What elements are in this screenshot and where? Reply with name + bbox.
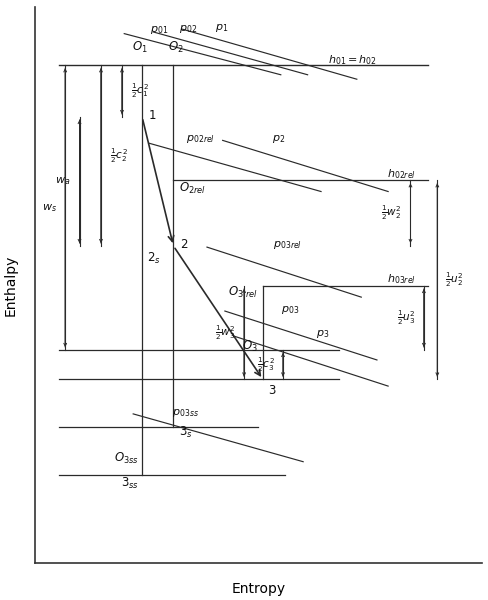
Text: $O_{3\ rel}$: $O_{3\ rel}$ xyxy=(227,285,257,300)
Text: 1: 1 xyxy=(148,109,156,122)
Text: $\frac{1}{2}c_2^2$: $\frac{1}{2}c_2^2$ xyxy=(110,146,128,165)
Text: Entropy: Entropy xyxy=(231,583,285,596)
Text: Enthalpy: Enthalpy xyxy=(3,254,17,316)
Text: $O_{3ss}$: $O_{3ss}$ xyxy=(113,451,138,466)
Text: $p_{02}$: $p_{02}$ xyxy=(178,23,197,35)
Text: $2_s$: $2_s$ xyxy=(146,251,160,266)
Text: $h_{03rel}$: $h_{03rel}$ xyxy=(386,272,415,286)
Text: $p_{03rel}$: $p_{03rel}$ xyxy=(272,239,302,251)
Text: $p_{02rel}$: $p_{02rel}$ xyxy=(185,133,214,145)
Text: $3_s$: $3_s$ xyxy=(179,425,192,440)
Text: $p_{03}$: $p_{03}$ xyxy=(281,304,299,316)
Text: $\frac{1}{2}w_2^2$: $\frac{1}{2}w_2^2$ xyxy=(380,204,401,223)
Text: $3_{ss}$: $3_{ss}$ xyxy=(121,476,138,491)
Text: $O_1$: $O_1$ xyxy=(132,40,147,55)
Text: $p_2$: $p_2$ xyxy=(271,133,285,145)
Text: $\frac{1}{2}w_3^2$: $\frac{1}{2}w_3^2$ xyxy=(215,323,236,342)
Text: $w_s$: $w_s$ xyxy=(42,202,57,214)
Text: 3: 3 xyxy=(268,384,275,397)
Text: 2: 2 xyxy=(179,238,187,251)
Text: $\frac{1}{2}c_1^2$: $\frac{1}{2}c_1^2$ xyxy=(131,82,149,100)
Text: $p_3$: $p_3$ xyxy=(315,328,328,340)
Text: $\frac{1}{2}u_2^2$: $\frac{1}{2}u_2^2$ xyxy=(445,271,463,289)
Text: $p_{01}$: $p_{01}$ xyxy=(150,24,168,36)
Text: $O_3$: $O_3$ xyxy=(241,338,257,353)
Text: $O_{2rel}$: $O_{2rel}$ xyxy=(179,181,205,196)
Text: $O_2$: $O_2$ xyxy=(167,40,183,55)
Text: $h_{02rel}$: $h_{02rel}$ xyxy=(386,167,415,181)
Text: $w_a$: $w_a$ xyxy=(55,176,70,187)
Text: $p_1$: $p_1$ xyxy=(215,22,228,34)
Text: $h_{01} = h_{02}$: $h_{01} = h_{02}$ xyxy=(327,53,376,67)
Text: $p_{03ss}$: $p_{03ss}$ xyxy=(172,407,199,419)
Text: $\frac{1}{2}c_3^2$: $\frac{1}{2}c_3^2$ xyxy=(257,355,275,374)
Text: $\frac{1}{2}u_3^2$: $\frac{1}{2}u_3^2$ xyxy=(396,309,415,327)
